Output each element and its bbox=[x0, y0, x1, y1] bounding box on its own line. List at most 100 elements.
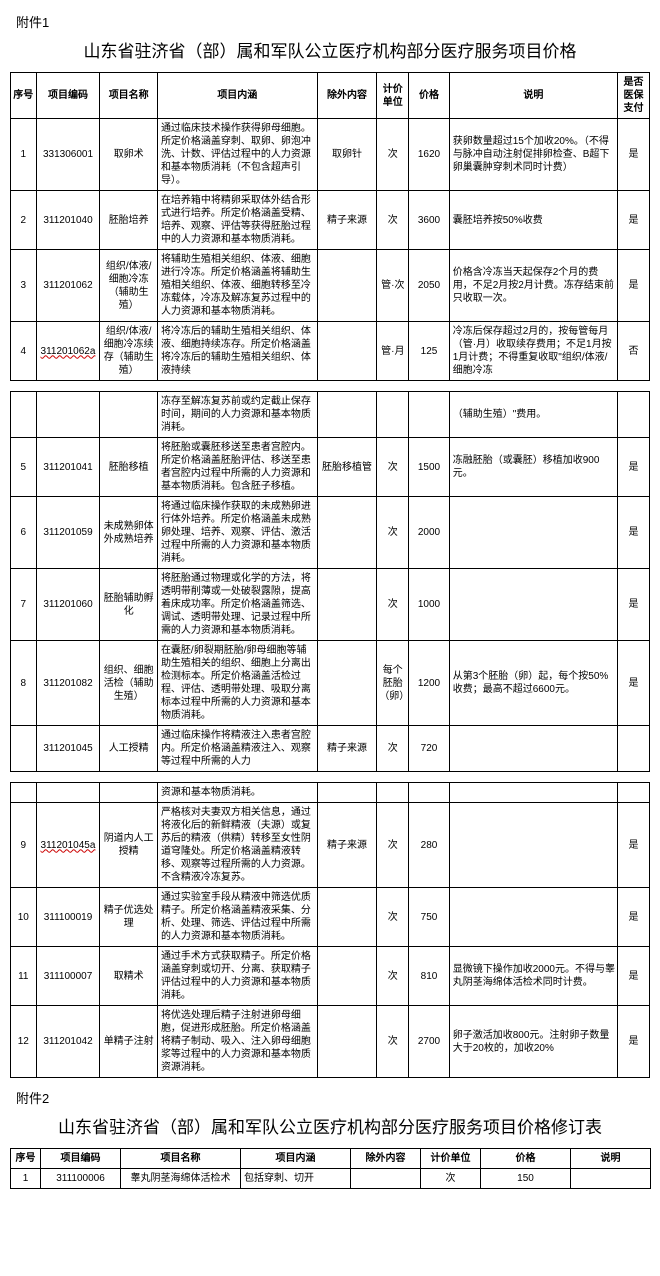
attach1-title: 山东省驻济省（部）属和军队公立医疗机构部分医疗服务项目价格 bbox=[10, 37, 650, 62]
cell bbox=[100, 783, 158, 803]
cell: 2 bbox=[11, 191, 37, 250]
cell bbox=[409, 392, 449, 438]
col-header: 项目编码 bbox=[41, 1149, 121, 1169]
cell: 次 bbox=[377, 497, 409, 569]
cell: 311201045 bbox=[36, 726, 100, 772]
cell: 胚胎移植 bbox=[100, 438, 158, 497]
cell: 冻融胚胎（或囊胚）移植加收900元。 bbox=[449, 438, 617, 497]
cell: 严格核对夫妻双方相关信息，通过将液化后的新鲜精液（夫源）或复苏后的精液（供精）转… bbox=[157, 803, 317, 888]
table-row: 311201045人工授精通过临床操作将精液注入患者宫腔内。所定价格涵盖精液注入… bbox=[11, 726, 650, 772]
cell bbox=[617, 392, 649, 438]
col-header: 序号 bbox=[11, 73, 37, 119]
price-table-1c: 资源和基本物质消耗。9311201045a阴道内人工授精严格核对夫妻双方相关信息… bbox=[10, 782, 650, 1078]
col-header: 是否医保支付 bbox=[617, 73, 649, 119]
table-row: 1331306001取卵术通过临床技术操作获得卵母细胞。所定价格涵盖穿刺、取卵、… bbox=[11, 119, 650, 191]
cell: 311201062a bbox=[36, 322, 100, 381]
cell: 7 bbox=[11, 569, 37, 641]
cell bbox=[317, 947, 377, 1006]
table-row: 1311100006睾丸阴茎海绵体活检术包括穿刺、切开次150 bbox=[11, 1169, 651, 1189]
cell: 睾丸阴茎海绵体活检术 bbox=[121, 1169, 241, 1189]
cell bbox=[449, 497, 617, 569]
cell bbox=[317, 322, 377, 381]
cell: 311100006 bbox=[41, 1169, 121, 1189]
cell bbox=[317, 569, 377, 641]
cell: 单精子注射 bbox=[100, 1006, 158, 1078]
cell: 是 bbox=[617, 438, 649, 497]
cell: 冷冻后保存超过2月的，按每管每月（管·月）收取续存费用；不足1月按1月计费；不得… bbox=[449, 322, 617, 381]
col-header: 计价单位 bbox=[377, 73, 409, 119]
cell: 是 bbox=[617, 119, 649, 191]
cell: 将冷冻后的辅助生殖相关组织、体液、细胞持续冻存。所定价格涵盖将冷冻后的辅助生殖相… bbox=[157, 322, 317, 381]
col-header: 价格 bbox=[409, 73, 449, 119]
cell: 胚胎辅助孵化 bbox=[100, 569, 158, 641]
cell: 4 bbox=[11, 322, 37, 381]
cell: 将胚胎通过物理或化学的方法，将透明带削薄或一处破裂露隙，提高着床成功率。所定价格… bbox=[157, 569, 317, 641]
cell: 次 bbox=[421, 1169, 481, 1189]
cell: 通过临床技术操作获得卵母细胞。所定价格涵盖穿刺、取卵、卵泡冲洗、计数、评估过程中… bbox=[157, 119, 317, 191]
cell: 次 bbox=[377, 803, 409, 888]
cell: 311201060 bbox=[36, 569, 100, 641]
cell: 3600 bbox=[409, 191, 449, 250]
cell: 是 bbox=[617, 191, 649, 250]
cell bbox=[351, 1169, 421, 1189]
cell: 是 bbox=[617, 250, 649, 322]
table-row: 6311201059未成熟卵体外成熟培养将通过临床操作获取的未成熟卵进行体外培养… bbox=[11, 497, 650, 569]
cell bbox=[317, 1006, 377, 1078]
cell: 将辅助生殖相关组织、体液、细胞进行冷冻。所定价格涵盖将辅助生殖相关组织、体液、细… bbox=[157, 250, 317, 322]
cell: 是 bbox=[617, 888, 649, 947]
cell: 精子来源 bbox=[317, 191, 377, 250]
cell: 次 bbox=[377, 947, 409, 1006]
cell: 精子优选处理 bbox=[100, 888, 158, 947]
cell bbox=[449, 569, 617, 641]
cell: 1620 bbox=[409, 119, 449, 191]
col-header: 除外内容 bbox=[351, 1149, 421, 1169]
cell bbox=[317, 888, 377, 947]
cell: 将通过临床操作获取的未成熟卵进行体外培养。所定价格涵盖未成熟卵处理、培养、观察、… bbox=[157, 497, 317, 569]
cell: 组织/体液/细胞冷冻（辅助生殖） bbox=[100, 250, 158, 322]
cell bbox=[449, 726, 617, 772]
cell: 8 bbox=[11, 641, 37, 726]
cell bbox=[36, 783, 100, 803]
cell: 1500 bbox=[409, 438, 449, 497]
cell: 280 bbox=[409, 803, 449, 888]
cell: 1200 bbox=[409, 641, 449, 726]
cell: 取卵术 bbox=[100, 119, 158, 191]
cell: 2000 bbox=[409, 497, 449, 569]
cell: 750 bbox=[409, 888, 449, 947]
cell: 1 bbox=[11, 119, 37, 191]
cell bbox=[36, 392, 100, 438]
cell: 是 bbox=[617, 947, 649, 1006]
table-row: 11311100007取精术通过手术方式获取精子。所定价格涵盖穿刺或切开、分离、… bbox=[11, 947, 650, 1006]
cell: 2050 bbox=[409, 250, 449, 322]
col-header: 项目内涵 bbox=[241, 1149, 351, 1169]
cell: 810 bbox=[409, 947, 449, 1006]
cell: 311201059 bbox=[36, 497, 100, 569]
cell: 331306001 bbox=[36, 119, 100, 191]
cell: 720 bbox=[409, 726, 449, 772]
cell bbox=[571, 1169, 651, 1189]
table-row: 10311100019精子优选处理通过实验室手段从精液中筛选优质精子。所定价格涵… bbox=[11, 888, 650, 947]
cell: 是 bbox=[617, 497, 649, 569]
cell: 1 bbox=[11, 1169, 41, 1189]
cell: 次 bbox=[377, 569, 409, 641]
price-table-1: 序号项目编码项目名称项目内涵除外内容计价单位价格说明是否医保支付 1331306… bbox=[10, 72, 650, 381]
cell: 组织/体液/细胞冷冻续存（辅助生殖） bbox=[100, 322, 158, 381]
table-row: 冻存至解冻复苏前或约定截止保存时间，期间的人力资源和基本物质消耗。（辅助生殖）"… bbox=[11, 392, 650, 438]
cell: 是 bbox=[617, 1006, 649, 1078]
cell: 管·月 bbox=[377, 322, 409, 381]
cell: 精子来源 bbox=[317, 803, 377, 888]
cell: 3 bbox=[11, 250, 37, 322]
cell: 胚胎移植管 bbox=[317, 438, 377, 497]
cell bbox=[377, 392, 409, 438]
cell: 未成熟卵体外成熟培养 bbox=[100, 497, 158, 569]
cell: 11 bbox=[11, 947, 37, 1006]
cell bbox=[377, 783, 409, 803]
cell: 125 bbox=[409, 322, 449, 381]
cell: 311201040 bbox=[36, 191, 100, 250]
table-row: 3311201062组织/体液/细胞冷冻（辅助生殖）将辅助生殖相关组织、体液、细… bbox=[11, 250, 650, 322]
cell: 卵子激活加收800元。注射卵子数量大于20枚的，加收20% bbox=[449, 1006, 617, 1078]
cell: 包括穿刺、切开 bbox=[241, 1169, 351, 1189]
cell: 311100007 bbox=[36, 947, 100, 1006]
cell bbox=[617, 726, 649, 772]
cell: 次 bbox=[377, 438, 409, 497]
